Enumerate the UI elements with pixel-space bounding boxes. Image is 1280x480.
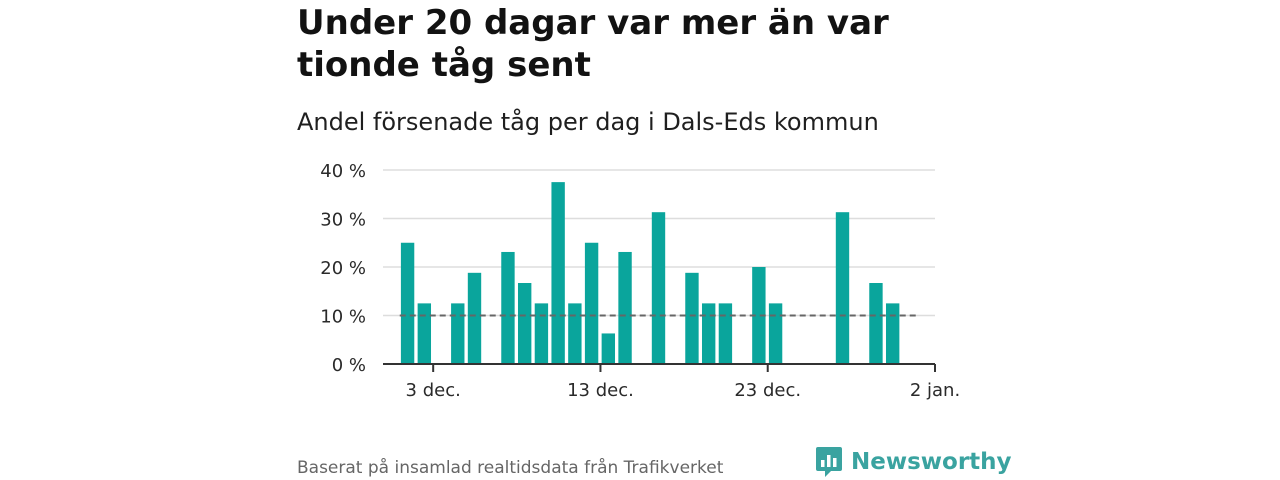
- bar: [568, 303, 582, 364]
- source-note: Baserat på insamlad realtidsdata från Tr…: [297, 458, 724, 478]
- y-tick-label: 20 %: [320, 258, 366, 279]
- chart-title: Under 20 dagar var mer än var tionde tåg…: [297, 3, 889, 85]
- bar: [618, 251, 632, 364]
- bar: [467, 272, 482, 364]
- y-tick-label: 10 %: [320, 307, 366, 328]
- bars: [400, 182, 900, 364]
- y-tick-label: 30 %: [320, 210, 366, 231]
- axes: [383, 363, 936, 372]
- bar: [400, 242, 415, 364]
- bar: [417, 303, 432, 364]
- bar: [451, 303, 465, 364]
- bar: [501, 251, 515, 364]
- chart-subtitle: Andel försenade tåg per dag i Dals-Eds k…: [297, 108, 879, 136]
- x-tick-label: 13 dec.: [567, 380, 634, 401]
- bar: [701, 303, 716, 364]
- bar: [551, 182, 565, 364]
- brand-logo[interactable]: Newsworthy: [815, 446, 1012, 478]
- brand-name: Newsworthy: [851, 449, 1012, 475]
- bar: [534, 303, 549, 364]
- bar: [752, 267, 766, 364]
- bar: [768, 303, 783, 364]
- x-tick-label: 2 jan.: [910, 380, 960, 401]
- newsworthy-logo-icon: [816, 447, 842, 477]
- bar: [601, 333, 616, 364]
- y-tick-label: 0 %: [332, 355, 366, 376]
- x-tick-label: 3 dec.: [406, 380, 461, 401]
- tick-labels: 0 % 10 % 20 % 30 % 40 % 3 dec. 13 dec. 23 dec. 2…: [320, 161, 960, 401]
- bar: [869, 283, 883, 364]
- bar: [651, 212, 666, 364]
- bar: [885, 303, 900, 364]
- bar: [517, 283, 532, 364]
- y-tick-label: 40 %: [320, 161, 366, 182]
- x-tick-label: 23 dec.: [734, 380, 801, 401]
- bar: [718, 303, 733, 364]
- bar: [835, 212, 850, 364]
- bar: [584, 242, 599, 364]
- bar: [685, 272, 699, 364]
